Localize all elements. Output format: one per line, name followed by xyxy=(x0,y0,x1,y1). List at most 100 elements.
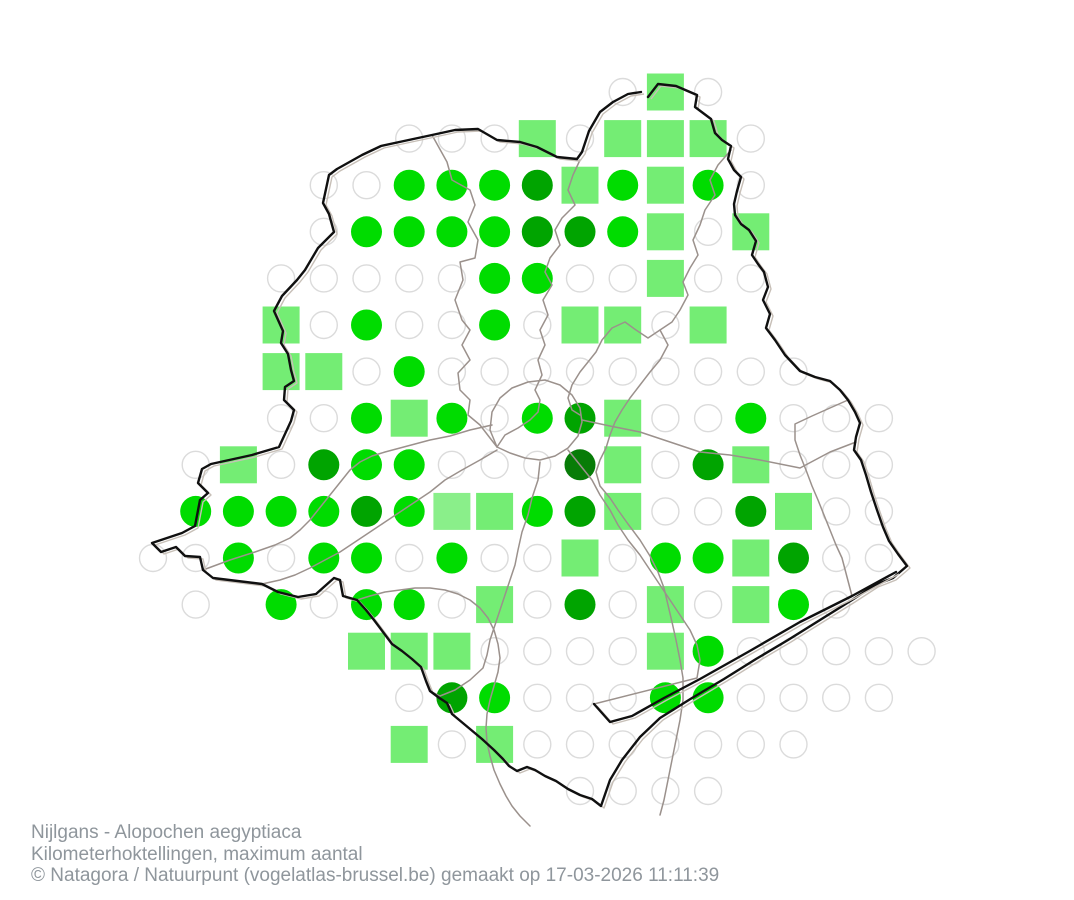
marker-circle-filled[interactable] xyxy=(692,542,724,574)
marker-circle-filled[interactable] xyxy=(649,542,681,574)
marker-circle-empty[interactable] xyxy=(523,683,552,712)
marker-circle-empty[interactable] xyxy=(352,264,381,293)
marker-circle-empty[interactable] xyxy=(779,730,808,759)
marker-circle-empty[interactable] xyxy=(736,683,765,712)
marker-circle-empty[interactable] xyxy=(651,357,680,386)
marker-circle-empty[interactable] xyxy=(352,357,381,386)
marker-square[interactable] xyxy=(732,586,770,624)
marker-circle-filled[interactable] xyxy=(521,216,553,248)
marker-circle-empty[interactable] xyxy=(736,264,765,293)
marker-circle-empty[interactable] xyxy=(309,217,338,247)
marker-circle-empty[interactable] xyxy=(608,543,637,573)
marker-circle-filled[interactable] xyxy=(308,495,340,527)
marker-circle-filled[interactable] xyxy=(479,309,511,341)
marker-circle-empty[interactable] xyxy=(651,404,680,433)
marker-circle-empty[interactable] xyxy=(181,590,210,619)
marker-circle-empty[interactable] xyxy=(608,590,637,619)
marker-square[interactable] xyxy=(433,492,471,530)
marker-circle-filled[interactable] xyxy=(735,495,767,527)
marker-square[interactable] xyxy=(689,306,727,344)
marker-circle-filled[interactable] xyxy=(351,402,382,434)
marker-circle-empty[interactable] xyxy=(523,730,552,759)
marker-circle-empty[interactable] xyxy=(864,450,894,479)
marker-circle-filled[interactable] xyxy=(393,169,425,201)
marker-circle-filled[interactable] xyxy=(308,542,340,574)
marker-circle-empty[interactable] xyxy=(395,683,424,712)
marker-circle-empty[interactable] xyxy=(181,450,210,479)
marker-circle-empty[interactable] xyxy=(138,543,168,573)
marker-circle-filled[interactable] xyxy=(393,356,425,388)
marker-circle-filled[interactable] xyxy=(479,262,511,294)
marker-square[interactable] xyxy=(390,725,428,763)
marker-circle-empty[interactable] xyxy=(651,310,680,340)
marker-circle-empty[interactable] xyxy=(565,124,595,153)
marker-circle-empty[interactable] xyxy=(693,77,723,107)
marker-circle-empty[interactable] xyxy=(779,357,808,386)
marker-circle-filled[interactable] xyxy=(564,589,596,621)
marker-square[interactable] xyxy=(476,725,514,763)
marker-circle-filled[interactable] xyxy=(521,402,553,434)
marker-circle-filled[interactable] xyxy=(351,449,382,481)
marker-circle-empty[interactable] xyxy=(822,683,851,712)
marker-circle-empty[interactable] xyxy=(480,637,509,666)
marker-circle-empty[interactable] xyxy=(608,637,637,666)
marker-circle-filled[interactable] xyxy=(692,449,724,481)
marker-circle-empty[interactable] xyxy=(693,497,723,526)
marker-circle-filled[interactable] xyxy=(607,216,639,248)
marker-circle-empty[interactable] xyxy=(736,730,765,759)
marker-circle-empty[interactable] xyxy=(437,450,467,479)
marker-circle-empty[interactable] xyxy=(779,683,808,712)
marker-circle-empty[interactable] xyxy=(651,450,680,479)
marker-circle-empty[interactable] xyxy=(437,264,467,293)
marker-circle-filled[interactable] xyxy=(692,635,724,667)
marker-circle-empty[interactable] xyxy=(523,637,552,666)
marker-circle-filled[interactable] xyxy=(778,589,809,621)
marker-circle-empty[interactable] xyxy=(864,543,894,573)
marker-square[interactable] xyxy=(646,166,684,204)
marker-circle-filled[interactable] xyxy=(436,402,468,434)
marker-circle-empty[interactable] xyxy=(480,124,509,153)
marker-circle-empty[interactable] xyxy=(736,170,765,200)
marker-circle-empty[interactable] xyxy=(822,543,851,573)
marker-square[interactable] xyxy=(476,492,514,530)
marker-circle-filled[interactable] xyxy=(351,216,382,248)
marker-circle-filled[interactable] xyxy=(393,216,425,248)
marker-circle-empty[interactable] xyxy=(395,310,424,340)
marker-circle-filled[interactable] xyxy=(308,449,340,481)
marker-circle-empty[interactable] xyxy=(693,264,723,293)
marker-circle-empty[interactable] xyxy=(565,683,595,712)
marker-circle-empty[interactable] xyxy=(565,357,595,386)
marker-square[interactable] xyxy=(646,213,684,251)
marker-square[interactable] xyxy=(561,306,599,344)
marker-circle-empty[interactable] xyxy=(480,543,509,573)
marker-circle-filled[interactable] xyxy=(607,169,639,201)
marker-square[interactable] xyxy=(433,632,471,670)
marker-circle-filled[interactable] xyxy=(265,589,297,621)
marker-circle-filled[interactable] xyxy=(351,589,382,621)
marker-circle-empty[interactable] xyxy=(352,170,381,200)
marker-circle-filled[interactable] xyxy=(479,682,511,714)
marker-circle-empty[interactable] xyxy=(266,450,296,479)
marker-circle-filled[interactable] xyxy=(692,682,724,714)
marker-circle-empty[interactable] xyxy=(480,357,509,386)
marker-circle-empty[interactable] xyxy=(309,310,338,340)
marker-circle-filled[interactable] xyxy=(393,449,425,481)
marker-circle-empty[interactable] xyxy=(565,264,595,293)
marker-circle-empty[interactable] xyxy=(395,264,424,293)
marker-circle-filled[interactable] xyxy=(436,542,468,574)
marker-circle-empty[interactable] xyxy=(693,730,723,759)
marker-circle-empty[interactable] xyxy=(437,357,467,386)
marker-square[interactable] xyxy=(305,353,343,391)
marker-circle-empty[interactable] xyxy=(266,264,296,293)
marker-circle-filled[interactable] xyxy=(351,309,382,341)
marker-circle-filled[interactable] xyxy=(778,542,809,574)
marker-circle-filled[interactable] xyxy=(393,589,425,621)
marker-circle-empty[interactable] xyxy=(693,776,723,806)
marker-circle-empty[interactable] xyxy=(523,450,552,479)
marker-circle-filled[interactable] xyxy=(564,495,596,527)
marker-circle-empty[interactable] xyxy=(309,404,338,433)
marker-circle-empty[interactable] xyxy=(651,497,680,526)
marker-circle-empty[interactable] xyxy=(864,404,894,433)
marker-circle-empty[interactable] xyxy=(779,404,808,433)
marker-square[interactable] xyxy=(518,120,556,158)
